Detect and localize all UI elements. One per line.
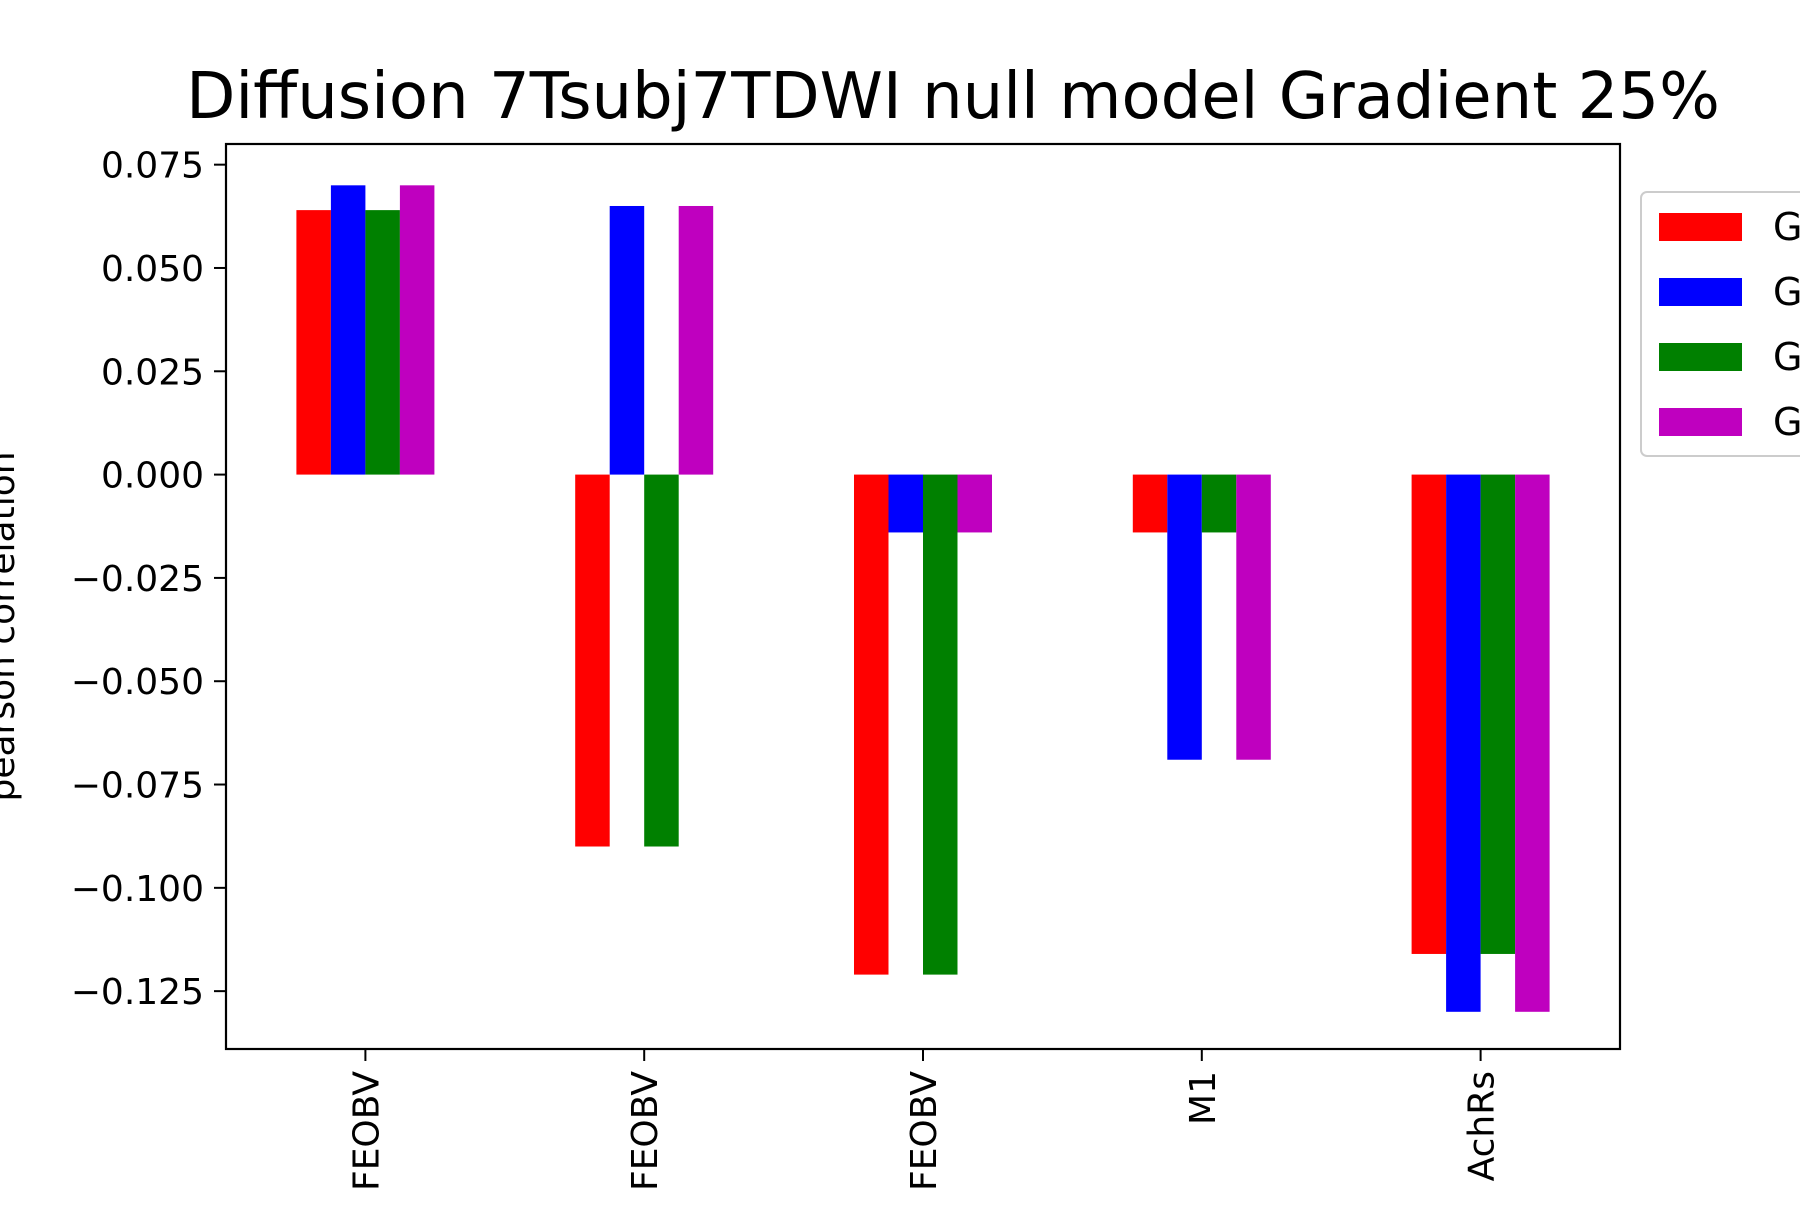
bar-series-4-category-2 bbox=[678, 205, 714, 475]
y-tick-label: −0.025 bbox=[71, 559, 204, 600]
chart-title: Diffusion 7Tsubj7TDWI null model Gradien… bbox=[186, 60, 1720, 134]
y-tick-label: 0.000 bbox=[101, 456, 204, 497]
bar-series-2-category-3 bbox=[888, 474, 923, 533]
bar-series-1-category-2 bbox=[575, 474, 610, 847]
legend-box bbox=[1640, 191, 1800, 457]
bar-series-3-category-2 bbox=[644, 474, 679, 847]
bar-series-3-category-5 bbox=[1480, 474, 1516, 954]
y-tick-label: −0.100 bbox=[71, 869, 204, 910]
legend-label-3: G bbox=[1773, 335, 1800, 379]
bar-series-3-category-4 bbox=[1201, 474, 1237, 533]
bar-series-1-category-5 bbox=[1411, 474, 1447, 954]
legend-swatch-4 bbox=[1659, 408, 1742, 436]
bar-series-2-category-5 bbox=[1446, 474, 1481, 1012]
bar-series-3-category-3 bbox=[923, 474, 958, 975]
x-tick-label: M1 bbox=[1183, 1071, 1224, 1125]
bar-series-1-category-4 bbox=[1132, 474, 1168, 533]
x-tick-label: AchRs bbox=[1462, 1071, 1503, 1181]
x-tick-label: FEOBV bbox=[625, 1071, 666, 1191]
x-tick-label: FEOBV bbox=[346, 1071, 387, 1191]
legend-swatch-2 bbox=[1659, 278, 1742, 306]
x-tick-label: FEOBV bbox=[904, 1071, 945, 1191]
y-tick-label: 0.050 bbox=[101, 249, 204, 290]
bar-series-1-category-3 bbox=[854, 474, 889, 975]
bar-series-4-category-4 bbox=[1236, 474, 1271, 760]
bar-series-1-category-1 bbox=[296, 210, 331, 475]
legend-label-4: G bbox=[1773, 400, 1800, 444]
bar-series-2-category-2 bbox=[609, 205, 645, 475]
y-tick-label: −0.125 bbox=[71, 972, 204, 1013]
bar-series-3-category-1 bbox=[365, 210, 400, 475]
bar-series-4-category-1 bbox=[399, 185, 435, 475]
bar-series-2-category-1 bbox=[330, 185, 366, 475]
legend-swatch-3 bbox=[1659, 343, 1742, 371]
y-tick-label: 0.075 bbox=[101, 146, 204, 187]
bar-series-2-category-4 bbox=[1167, 474, 1202, 760]
legend-label-1: G bbox=[1773, 205, 1800, 249]
bar-series-4-category-3 bbox=[957, 474, 992, 533]
y-tick-label: −0.050 bbox=[71, 662, 204, 703]
legend-label-2: G bbox=[1773, 270, 1800, 314]
y-tick-label: −0.075 bbox=[71, 766, 204, 807]
legend-swatch-1 bbox=[1659, 213, 1742, 241]
y-tick-label: 0.025 bbox=[101, 352, 204, 393]
bar-series-4-category-5 bbox=[1515, 474, 1550, 1012]
y-axis-label: pearson correlation bbox=[0, 451, 23, 801]
